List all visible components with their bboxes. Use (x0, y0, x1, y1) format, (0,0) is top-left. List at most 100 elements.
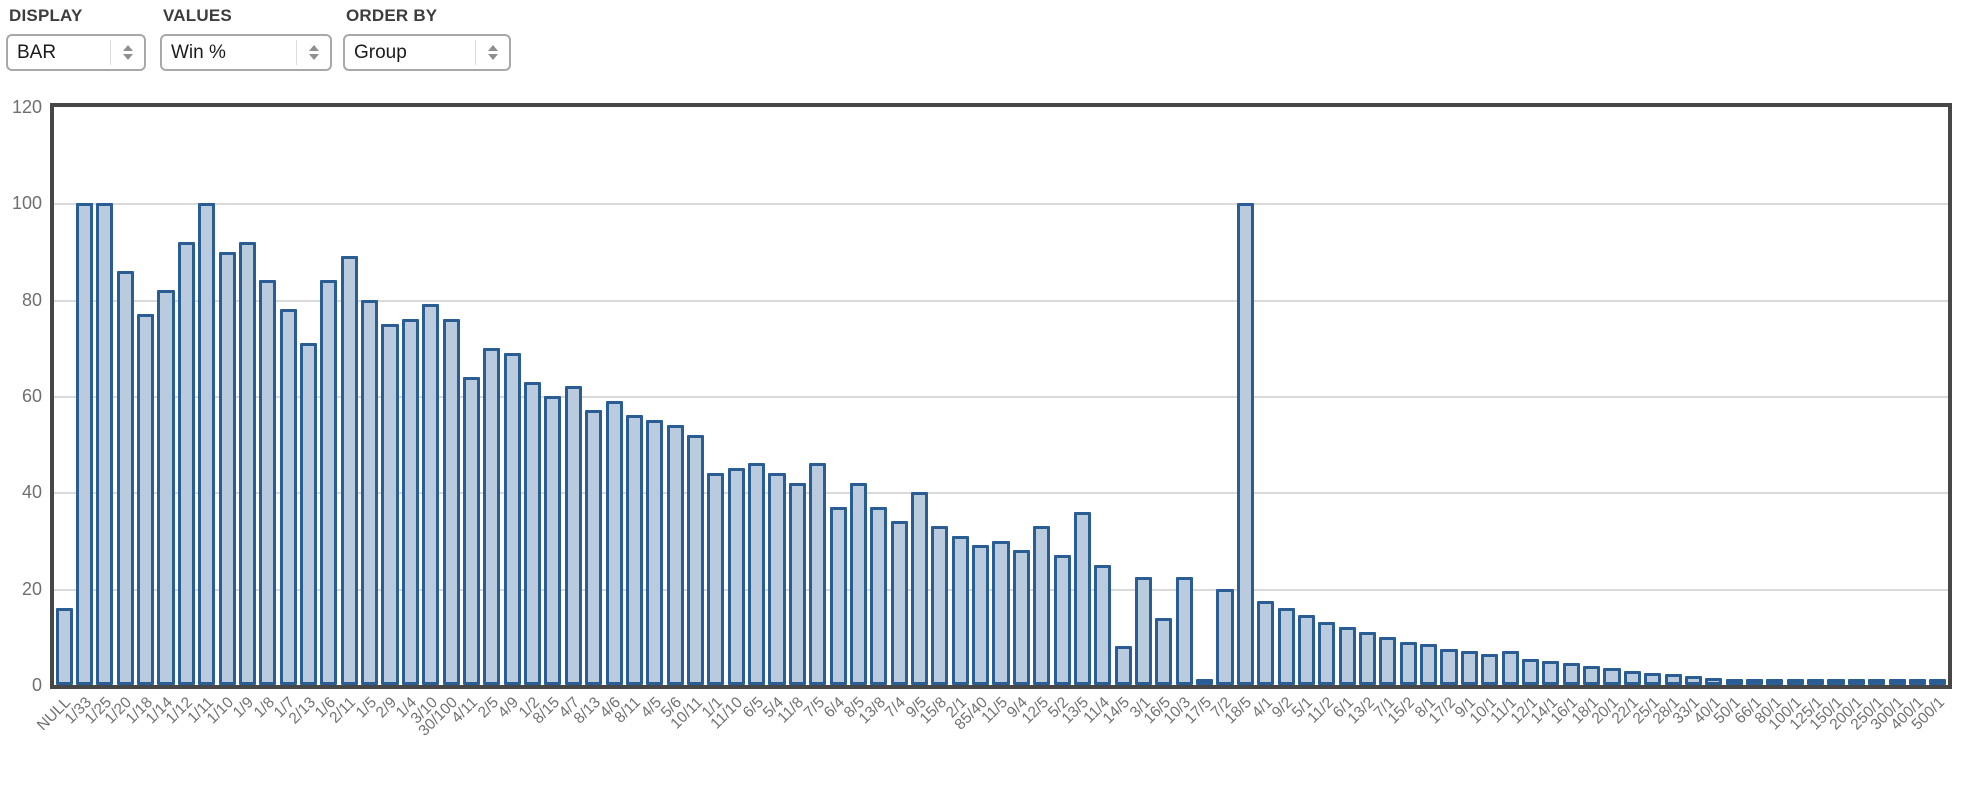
bar[interactable] (931, 526, 949, 685)
bar[interactable] (116, 270, 134, 685)
bar[interactable] (809, 463, 827, 685)
bar[interactable] (625, 415, 643, 685)
bar[interactable] (1827, 679, 1845, 685)
bar[interactable] (401, 318, 419, 685)
bar[interactable] (218, 251, 236, 685)
bar[interactable] (279, 309, 297, 685)
bar[interactable] (340, 256, 358, 685)
bar[interactable] (910, 492, 929, 685)
bar[interactable] (1033, 526, 1051, 685)
bar[interactable] (177, 241, 195, 685)
order-by-select-spinner[interactable] (475, 40, 509, 65)
bar[interactable] (1888, 679, 1906, 685)
bar[interactable] (1053, 554, 1071, 685)
bar[interactable] (1114, 646, 1132, 685)
bar[interactable] (1501, 651, 1519, 685)
bar[interactable] (1705, 678, 1723, 685)
bar[interactable] (1338, 627, 1356, 685)
bar[interactable] (585, 410, 603, 685)
bar[interactable] (1073, 511, 1091, 685)
values-select-spinner[interactable] (296, 40, 330, 65)
bar[interactable] (1359, 632, 1377, 685)
bar[interactable] (666, 424, 684, 685)
spinner-down-icon[interactable] (122, 54, 133, 60)
bar[interactable] (300, 343, 318, 685)
bar[interactable] (1766, 679, 1784, 685)
bar[interactable] (483, 347, 501, 685)
bar[interactable] (1460, 651, 1478, 685)
bar[interactable] (605, 400, 623, 685)
spinner-down-icon[interactable] (487, 54, 498, 60)
bar[interactable] (1807, 679, 1825, 685)
values-select[interactable]: Win % (160, 34, 332, 71)
bar[interactable] (1786, 679, 1804, 685)
bar[interactable] (829, 506, 847, 685)
spinner-up-icon[interactable] (487, 45, 498, 51)
bar[interactable] (442, 318, 460, 685)
bar[interactable] (727, 468, 745, 685)
bar[interactable] (1583, 665, 1601, 685)
bar[interactable] (524, 381, 542, 685)
bar[interactable] (361, 299, 379, 685)
order-by-select[interactable]: Group (343, 34, 511, 71)
bar[interactable] (1868, 679, 1886, 685)
bar[interactable] (1521, 658, 1540, 685)
bar[interactable] (259, 280, 277, 685)
spinner-down-icon[interactable] (308, 54, 319, 60)
bar[interactable] (238, 241, 256, 685)
bar[interactable] (1318, 622, 1336, 685)
bar[interactable] (1196, 679, 1214, 685)
bar[interactable] (320, 280, 338, 685)
bar[interactable] (686, 434, 705, 685)
spinner-up-icon[interactable] (122, 45, 133, 51)
bar[interactable] (1420, 644, 1438, 685)
bar[interactable] (972, 545, 990, 685)
bar[interactable] (1216, 588, 1234, 685)
bar[interactable] (75, 203, 94, 685)
bar[interactable] (1847, 679, 1865, 685)
bar[interactable] (1684, 676, 1702, 685)
bar[interactable] (951, 535, 969, 685)
bar[interactable] (1725, 679, 1743, 685)
spinner-up-icon[interactable] (308, 45, 319, 51)
bar[interactable] (1929, 679, 1947, 685)
bar[interactable] (198, 203, 216, 685)
bar[interactable] (422, 304, 440, 685)
bar[interactable] (381, 323, 399, 685)
bar[interactable] (137, 314, 155, 685)
bar[interactable] (788, 482, 806, 685)
bar[interactable] (462, 376, 481, 685)
bar[interactable] (890, 521, 908, 685)
bar[interactable] (157, 290, 175, 685)
bar[interactable] (707, 473, 725, 685)
bar[interactable] (544, 396, 562, 685)
bar[interactable] (1094, 564, 1112, 685)
bar[interactable] (849, 482, 867, 685)
bar[interactable] (1277, 607, 1295, 685)
bar[interactable] (1257, 600, 1275, 685)
bar[interactable] (748, 463, 766, 685)
bar[interactable] (646, 420, 664, 685)
bar[interactable] (1644, 672, 1662, 685)
bar[interactable] (1155, 617, 1173, 685)
bar[interactable] (1399, 641, 1417, 685)
bar[interactable] (96, 203, 114, 685)
bar[interactable] (1379, 636, 1397, 685)
bar[interactable] (55, 607, 73, 685)
bar[interactable] (503, 352, 521, 685)
bar[interactable] (870, 506, 888, 685)
bar[interactable] (1481, 653, 1499, 685)
bar[interactable] (1908, 679, 1926, 685)
display-select-spinner[interactable] (110, 40, 144, 65)
bar[interactable] (564, 386, 582, 685)
display-select[interactable]: BAR (6, 34, 146, 71)
bar[interactable] (1623, 670, 1641, 685)
bar[interactable] (1175, 576, 1193, 685)
bar[interactable] (1297, 615, 1316, 685)
bar[interactable] (992, 540, 1010, 685)
bar[interactable] (1542, 660, 1560, 685)
bar[interactable] (768, 473, 786, 685)
bar[interactable] (1745, 679, 1764, 685)
bar[interactable] (1603, 668, 1621, 685)
bar[interactable] (1440, 648, 1458, 685)
